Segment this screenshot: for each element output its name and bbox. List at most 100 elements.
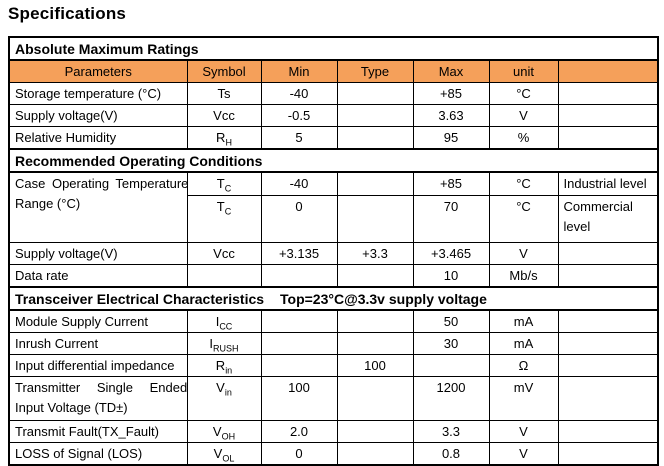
- cell-min: [260, 263, 338, 287]
- cell-min: -40: [260, 171, 338, 196]
- cell-max: +3.465: [412, 241, 490, 265]
- col-header-parameters: Parameters: [8, 59, 188, 83]
- cell-parameter: Supply voltage(V): [8, 241, 188, 265]
- cell-min: 0: [260, 441, 338, 465]
- section-title: Absolute Maximum Ratings: [8, 36, 659, 61]
- col-header-min: Min: [260, 59, 338, 83]
- cell-max: +85: [412, 171, 490, 196]
- cell-parameter: Case Operating Temperature Range (°C): [8, 171, 188, 243]
- section-title: Transceiver Electrical Characteristics T…: [8, 285, 659, 311]
- cell-type: [336, 104, 414, 127]
- cell-unit: °C: [488, 171, 559, 196]
- cell-max: 50: [412, 309, 490, 333]
- cell-parameter: Transmitter Single Ended Input Voltage (…: [8, 375, 188, 421]
- cell-symbol: [186, 263, 262, 287]
- cell-type: [336, 126, 414, 150]
- cell-note: [557, 104, 659, 127]
- cell-parameter: Relative Humidity: [8, 126, 188, 150]
- cell-note: [557, 82, 659, 105]
- row-supply-voltage-rec: Supply voltage(V) Vcc +3.135 +3.3 +3.465…: [8, 241, 659, 265]
- cell-min: 2.0: [260, 419, 338, 443]
- cell-min: [260, 353, 338, 377]
- row-supply-voltage-abs: Supply voltage(V) Vcc -0.5 3.63 V: [8, 104, 659, 127]
- cell-symbol: RH: [186, 126, 262, 150]
- cell-parameter: Inrush Current: [8, 331, 188, 355]
- cell-symbol: VOL: [186, 441, 262, 465]
- cell-type: [336, 82, 414, 105]
- cell-parameter: LOSS of Signal (LOS): [8, 441, 188, 465]
- cell-parameter: Data rate: [8, 263, 188, 287]
- cell-symbol: Rin: [186, 353, 262, 377]
- row-transmit-fault: Transmit Fault(TX_Fault) VOH 2.0 3.3 V: [8, 419, 659, 443]
- row-transmitter-single-ended: Transmitter Single Ended Input Voltage (…: [8, 375, 659, 421]
- cell-max: 3.63: [412, 104, 490, 127]
- cell-type: [336, 309, 414, 333]
- cell-symbol: Vcc: [186, 104, 262, 127]
- cell-max: 3.3: [412, 419, 490, 443]
- cell-note: Industrial level: [557, 171, 659, 196]
- cell-symbol: Vin: [186, 375, 262, 421]
- cell-symbol: TC: [186, 194, 262, 243]
- cell-max: +85: [412, 82, 490, 105]
- cell-max: 1200: [412, 375, 490, 421]
- cell-type: [336, 331, 414, 355]
- cell-symbol: VOH: [186, 419, 262, 443]
- cell-symbol: IRUSH: [186, 331, 262, 355]
- cell-note: [557, 375, 659, 421]
- cell-note: [557, 263, 659, 287]
- cell-type: [336, 419, 414, 443]
- cell-symbol: ICC: [186, 309, 262, 333]
- cell-parameter: Storage temperature (°C): [8, 82, 188, 105]
- cell-type: [336, 441, 414, 465]
- section-absolute-maximum-ratings: Absolute Maximum Ratings: [8, 36, 659, 61]
- row-storage-temperature: Storage temperature (°C) Ts -40 +85 °C: [8, 82, 659, 105]
- section-title: Recommended Operating Conditions: [8, 148, 659, 173]
- cell-parameter: Supply voltage(V): [8, 104, 188, 127]
- row-relative-humidity: Relative Humidity RH 5 95 %: [8, 126, 659, 150]
- cell-type: +3.3: [336, 241, 414, 265]
- cell-unit: mA: [488, 309, 559, 333]
- cell-symbol: TC: [186, 171, 262, 196]
- cell-max: 95: [412, 126, 490, 150]
- section-transceiver-electrical-characteristics: Transceiver Electrical Characteristics T…: [8, 285, 659, 311]
- cell-note: [557, 353, 659, 377]
- row-case-temperature-industrial: Case Operating Temperature Range (°C) TC…: [8, 171, 659, 243]
- cell-type: [336, 171, 414, 196]
- cell-unit: °C: [488, 194, 559, 243]
- cell-unit: mV: [488, 375, 559, 421]
- section-condition: Top=23°C@3.3v supply voltage: [280, 290, 487, 307]
- cell-parameter: Transmit Fault(TX_Fault): [8, 419, 188, 443]
- col-header-note: [557, 59, 659, 83]
- cell-unit: %: [488, 126, 559, 150]
- col-header-symbol: Symbol: [186, 59, 262, 83]
- cell-max: 30: [412, 331, 490, 355]
- cell-unit: V: [488, 441, 559, 465]
- cell-min: -40: [260, 82, 338, 105]
- cell-min: 5: [260, 126, 338, 150]
- row-data-rate: Data rate 10 Mb/s: [8, 263, 659, 287]
- cell-min: 100: [260, 375, 338, 421]
- cell-max: 10: [412, 263, 490, 287]
- cell-note: [557, 309, 659, 333]
- cell-type: [336, 194, 414, 243]
- cell-symbol: Vcc: [186, 241, 262, 265]
- col-header-max: Max: [412, 59, 490, 83]
- cell-unit: V: [488, 104, 559, 127]
- cell-note: [557, 441, 659, 465]
- specifications-table: Absolute Maximum Ratings Parameters Symb…: [8, 36, 660, 466]
- cell-max: 70: [412, 194, 490, 243]
- col-header-unit: unit: [488, 59, 559, 83]
- cell-min: -0.5: [260, 104, 338, 127]
- cell-note: [557, 241, 659, 265]
- cell-parameter: Input differential impedance: [8, 353, 188, 377]
- col-header-type: Type: [336, 59, 414, 83]
- cell-unit: Mb/s: [488, 263, 559, 287]
- cell-min: [260, 331, 338, 355]
- cell-min: [260, 309, 338, 333]
- row-input-differential-impedance: Input differential impedance Rin 100 Ω: [8, 353, 659, 377]
- row-loss-of-signal: LOSS of Signal (LOS) VOL 0 0.8 V: [8, 441, 659, 465]
- page-title: Specifications: [8, 4, 127, 23]
- cell-note: [557, 126, 659, 150]
- row-inrush-current: Inrush Current IRUSH 30 mA: [8, 331, 659, 355]
- cell-type: 100: [336, 353, 414, 377]
